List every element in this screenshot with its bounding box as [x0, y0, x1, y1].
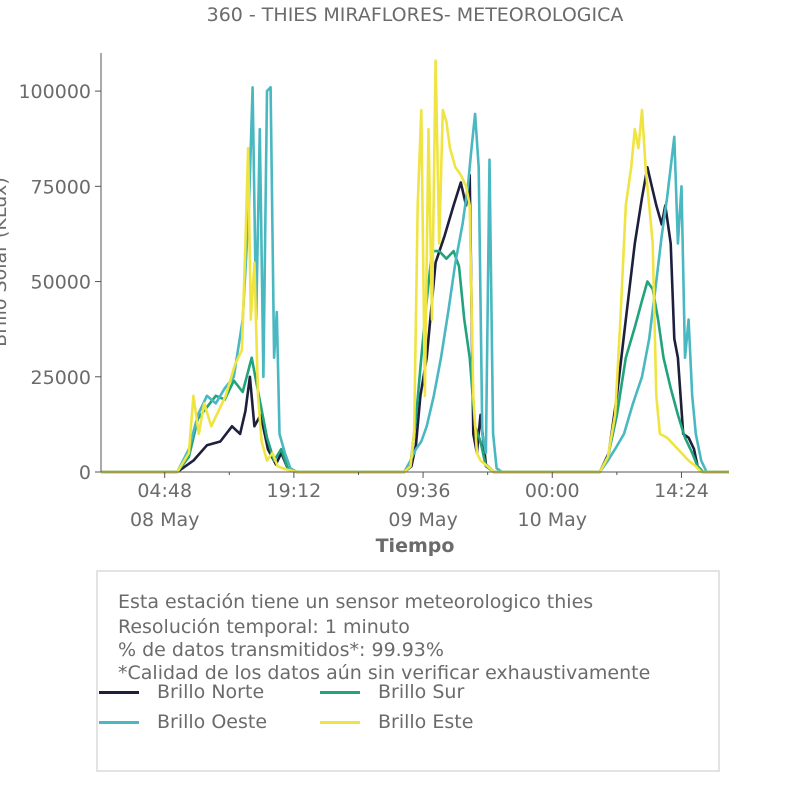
y-ticks: 0 25000 50000 75000 100000 — [18, 81, 101, 484]
legend-item: Brillo Este — [320, 710, 473, 734]
x-date-label: 08 May — [130, 509, 200, 531]
x-tick-label: 09:36 — [396, 480, 451, 502]
series-line-brillo-oeste — [101, 86, 729, 474]
legend-swatch — [99, 720, 139, 724]
y-tick-label: 0 — [79, 462, 91, 484]
legend-item: Brillo Norte — [99, 680, 264, 704]
info-transmitted: % de datos transmitidos*: 99.93% — [118, 639, 444, 661]
y-axis-label: Brillo Solar (KLux) — [0, 177, 11, 347]
legend-item: Brillo Oeste — [99, 710, 267, 734]
x-date-label: 09 May — [388, 509, 458, 531]
chart-title: 360 - THIES MIRAFLORES- METEOROLOGICA — [207, 4, 624, 26]
plot-lines — [101, 59, 729, 474]
legend-label: Brillo Este — [378, 711, 474, 733]
legend-item: Brillo Sur — [320, 680, 464, 704]
x-axis-label: Tiempo — [376, 535, 455, 557]
y-tick-label: 50000 — [31, 272, 91, 294]
legend-swatch — [99, 690, 139, 694]
x-ticks: 04:48 08 May 19:12 09:36 09 May 00:00 10 May 14… — [130, 472, 709, 531]
legend-swatch — [320, 720, 360, 724]
y-tick-label: 75000 — [31, 176, 91, 198]
x-tick-label: 00:00 — [525, 480, 580, 502]
y-tick-label: 100000 — [18, 81, 91, 103]
x-date-label: 10 May — [518, 509, 588, 531]
legend-label: Brillo Norte — [157, 681, 265, 703]
y-tick-label: 25000 — [31, 367, 91, 389]
series-line-brillo-este — [101, 59, 729, 474]
info-resolution: Resolución temporal: 1 minuto — [118, 616, 410, 638]
series-line-brillo-sur — [101, 249, 729, 474]
legend-label: Brillo Sur — [378, 681, 465, 703]
info-station: Esta estación tiene un sensor meteorolog… — [118, 591, 594, 613]
x-tick-label: 19:12 — [267, 480, 322, 502]
info-quality-note: *Calidad de los datos aún sin verificar … — [118, 662, 651, 684]
x-tick-label: 04:48 — [137, 480, 192, 502]
x-tick-label: 14:24 — [654, 480, 709, 502]
legend-swatch — [320, 690, 360, 694]
info-box: Esta estación tiene un sensor meteorolog… — [96, 570, 720, 772]
legend-label: Brillo Oeste — [157, 711, 268, 733]
